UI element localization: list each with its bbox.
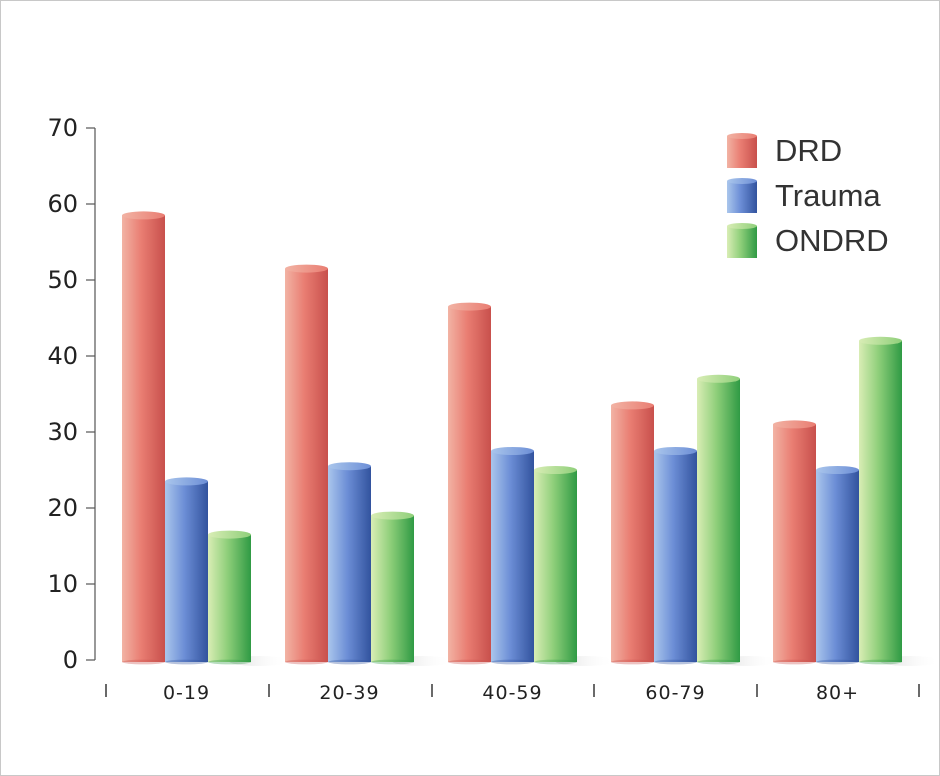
x-category-label: 20-39 — [319, 682, 379, 704]
bar-ondrd-80 — [859, 336, 902, 665]
legend-swatch — [727, 223, 757, 258]
y-tick-label: 20 — [47, 494, 78, 522]
bar-drd-0-19 — [122, 211, 165, 665]
bar-ondrd-60-79 — [697, 374, 740, 665]
x-axis: 0-19 20-39 40-59 60-79 80+ — [105, 682, 920, 704]
bar-trauma-0-19 — [165, 477, 208, 665]
y-tick-label: 60 — [47, 190, 78, 218]
bar-ondrd-0-19 — [208, 530, 251, 665]
x-category-label: 0-19 — [163, 682, 210, 704]
legend-label: Trauma — [775, 178, 881, 213]
bar-trauma-20-39 — [328, 462, 371, 665]
y-tick-label: 70 — [47, 114, 78, 142]
x-category-label: 60-79 — [645, 682, 705, 704]
bar-trauma-40-59 — [491, 447, 534, 665]
bar-trauma-80 — [816, 466, 859, 665]
bar-drd-40-59 — [448, 302, 491, 665]
bar-drd-80 — [773, 420, 816, 665]
x-category-label: 40-59 — [482, 682, 542, 704]
legend-item-ondrd: ONDRD — [727, 223, 889, 258]
bar-ondrd-20-39 — [371, 511, 414, 665]
bar-drd-60-79 — [611, 401, 654, 665]
legend-item-trauma: Trauma — [727, 178, 881, 213]
bar-drd-20-39 — [285, 264, 328, 665]
legend-label: DRD — [775, 133, 842, 168]
y-tick-label: 10 — [47, 570, 78, 598]
legend-label: ONDRD — [775, 223, 889, 258]
legend-swatch — [727, 133, 757, 168]
y-tick-label: 0 — [63, 646, 78, 674]
bar-trauma-60-79 — [654, 447, 697, 665]
x-category-label: 80+ — [816, 682, 859, 704]
y-tick-label: 40 — [47, 342, 78, 370]
legend: DRD Trauma ONDRD — [727, 133, 889, 258]
y-tick-label: 30 — [47, 418, 78, 446]
legend-swatch — [727, 178, 757, 213]
y-tick-label: 50 — [47, 266, 78, 294]
bar-ondrd-40-59 — [534, 466, 577, 665]
bars — [122, 211, 902, 665]
y-axis: 0 10 20 30 40 50 60 70 — [47, 114, 96, 674]
legend-item-drd: DRD — [727, 133, 842, 168]
